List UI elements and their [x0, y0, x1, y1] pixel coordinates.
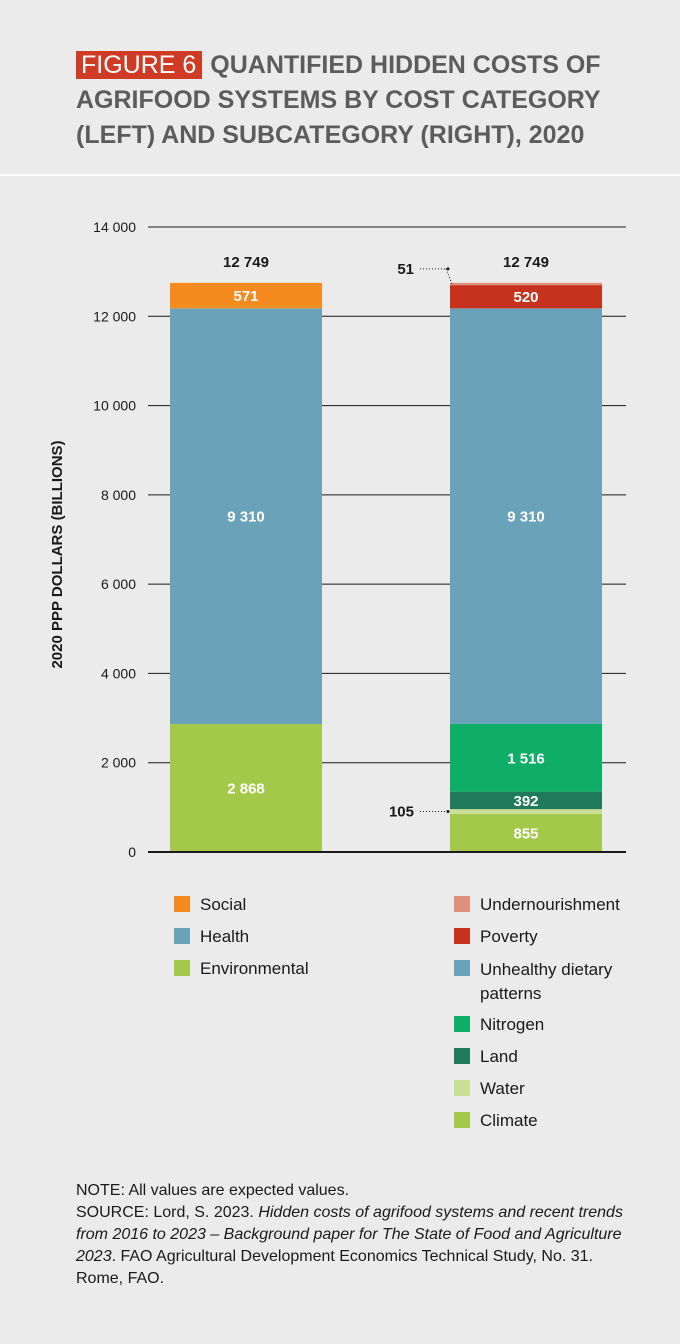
note-block: NOTE: All values are expected values. SO… [76, 1180, 636, 1290]
legend-item-health: Health [174, 926, 249, 948]
legend-item-social: Social [174, 894, 246, 916]
callout-leader-line [445, 268, 453, 285]
legend-label: Health [200, 927, 250, 946]
segment-value-label: 1 516 [507, 750, 545, 767]
legend-label: Nitrogen [480, 1015, 545, 1034]
bar-total-label: 12 749 [223, 254, 269, 271]
segment-value-label: 9 310 [227, 509, 265, 526]
legend-label: Undernourishment [480, 895, 620, 914]
segment-value-label: 855 [513, 825, 538, 842]
legend-item-unhealthy-dietary-patterns: Unhealthy dietary patterns [454, 958, 640, 1006]
legend-swatch [454, 1112, 470, 1128]
y-tick-label: 14 000 [93, 219, 136, 235]
legend-item-poverty: Poverty [454, 926, 538, 948]
legend-swatch [454, 1080, 470, 1096]
bar-segment-poverty [450, 285, 602, 309]
callout-value-label: 105 [389, 803, 414, 820]
legend-swatch [174, 928, 190, 944]
bar-segment-climate [450, 813, 602, 852]
legend-item-undernourishment: Undernourishment [454, 894, 620, 916]
stacked-bar-chart: 0 2 000 4 000 6 000 8 000 10 000 12 000 14 000 2… [49, 219, 626, 860]
legend-swatch [454, 928, 470, 944]
legend-swatch [454, 1048, 470, 1064]
figure-title: FIGURE 6 QUANTIFIED HIDDEN COSTS OF AGRIF… [76, 48, 656, 153]
y-tick-label: 2 000 [101, 755, 136, 771]
y-tick-label: 10 000 [93, 398, 136, 414]
figure-title-text: QUANTIFIED HIDDEN COSTS OF AGRIFOOD SYST… [76, 51, 601, 149]
y-tick-label: 6 000 [101, 576, 136, 592]
legend-label: Poverty [480, 927, 538, 946]
legend-swatch [174, 896, 190, 912]
legend-swatch [174, 960, 190, 976]
segment-value-label: 9 310 [507, 509, 545, 526]
legend-item-environmental: Environmental [174, 958, 309, 980]
bar-segment-unhealthy-dietary-patterns [450, 308, 602, 724]
source-line: SOURCE: Lord, S. 2023. Hidden costs of a… [76, 1202, 636, 1290]
legend-label: Land [480, 1047, 518, 1066]
legend-item-land: Land [454, 1046, 518, 1068]
segment-value-label: 571 [233, 288, 258, 305]
bar-segment-nitrogen [450, 723, 602, 792]
legend-label: Water [480, 1079, 525, 1098]
legend-item-nitrogen: Nitrogen [454, 1014, 544, 1036]
source-suffix: . FAO Agricultural Development Economics… [76, 1248, 594, 1287]
source-prefix: SOURCE: Lord, S. 2023. [76, 1204, 259, 1221]
bar-segment-environmental [170, 723, 322, 852]
legend-item-climate: Climate [454, 1110, 538, 1132]
bar-segment-land [450, 791, 602, 810]
legend-label: Social [200, 895, 247, 914]
bar-total-label: 12 749 [503, 254, 549, 271]
segment-value-label: 392 [513, 793, 538, 810]
bar-segment-water [450, 809, 602, 814]
segment-value-label: 520 [513, 289, 538, 306]
bar-segment-health [170, 308, 322, 724]
legend-label: Climate [480, 1111, 538, 1130]
bar-segment-undernourishment [450, 282, 602, 286]
callout-dot [446, 267, 450, 271]
legend-swatch [454, 1016, 470, 1032]
y-axis-label: 2020 PPP DOLLARS (BILLIONS) [49, 440, 66, 668]
legend-label: Environmental [200, 959, 309, 978]
segment-value-label: 2 868 [227, 780, 265, 797]
legend-swatch [454, 960, 470, 976]
source-title: Hidden costs of agrifood systems and rec… [76, 1204, 623, 1265]
y-tick-label: 8 000 [101, 487, 136, 503]
figure-tag: FIGURE 6 [76, 51, 203, 79]
bar-segment-social [170, 282, 322, 309]
y-tick-label: 0 [128, 844, 136, 860]
callout-value-label: 51 [397, 261, 414, 278]
note-line: NOTE: All values are expected values. [76, 1182, 350, 1199]
legend-swatch [454, 896, 470, 912]
legend-item-water: Water [454, 1078, 525, 1100]
y-tick-label: 4 000 [101, 665, 136, 681]
title-divider [0, 174, 680, 176]
y-tick-label: 12 000 [93, 308, 136, 324]
callout-dot [446, 809, 450, 813]
legend-label: Unhealthy dietary patterns [480, 960, 613, 1003]
